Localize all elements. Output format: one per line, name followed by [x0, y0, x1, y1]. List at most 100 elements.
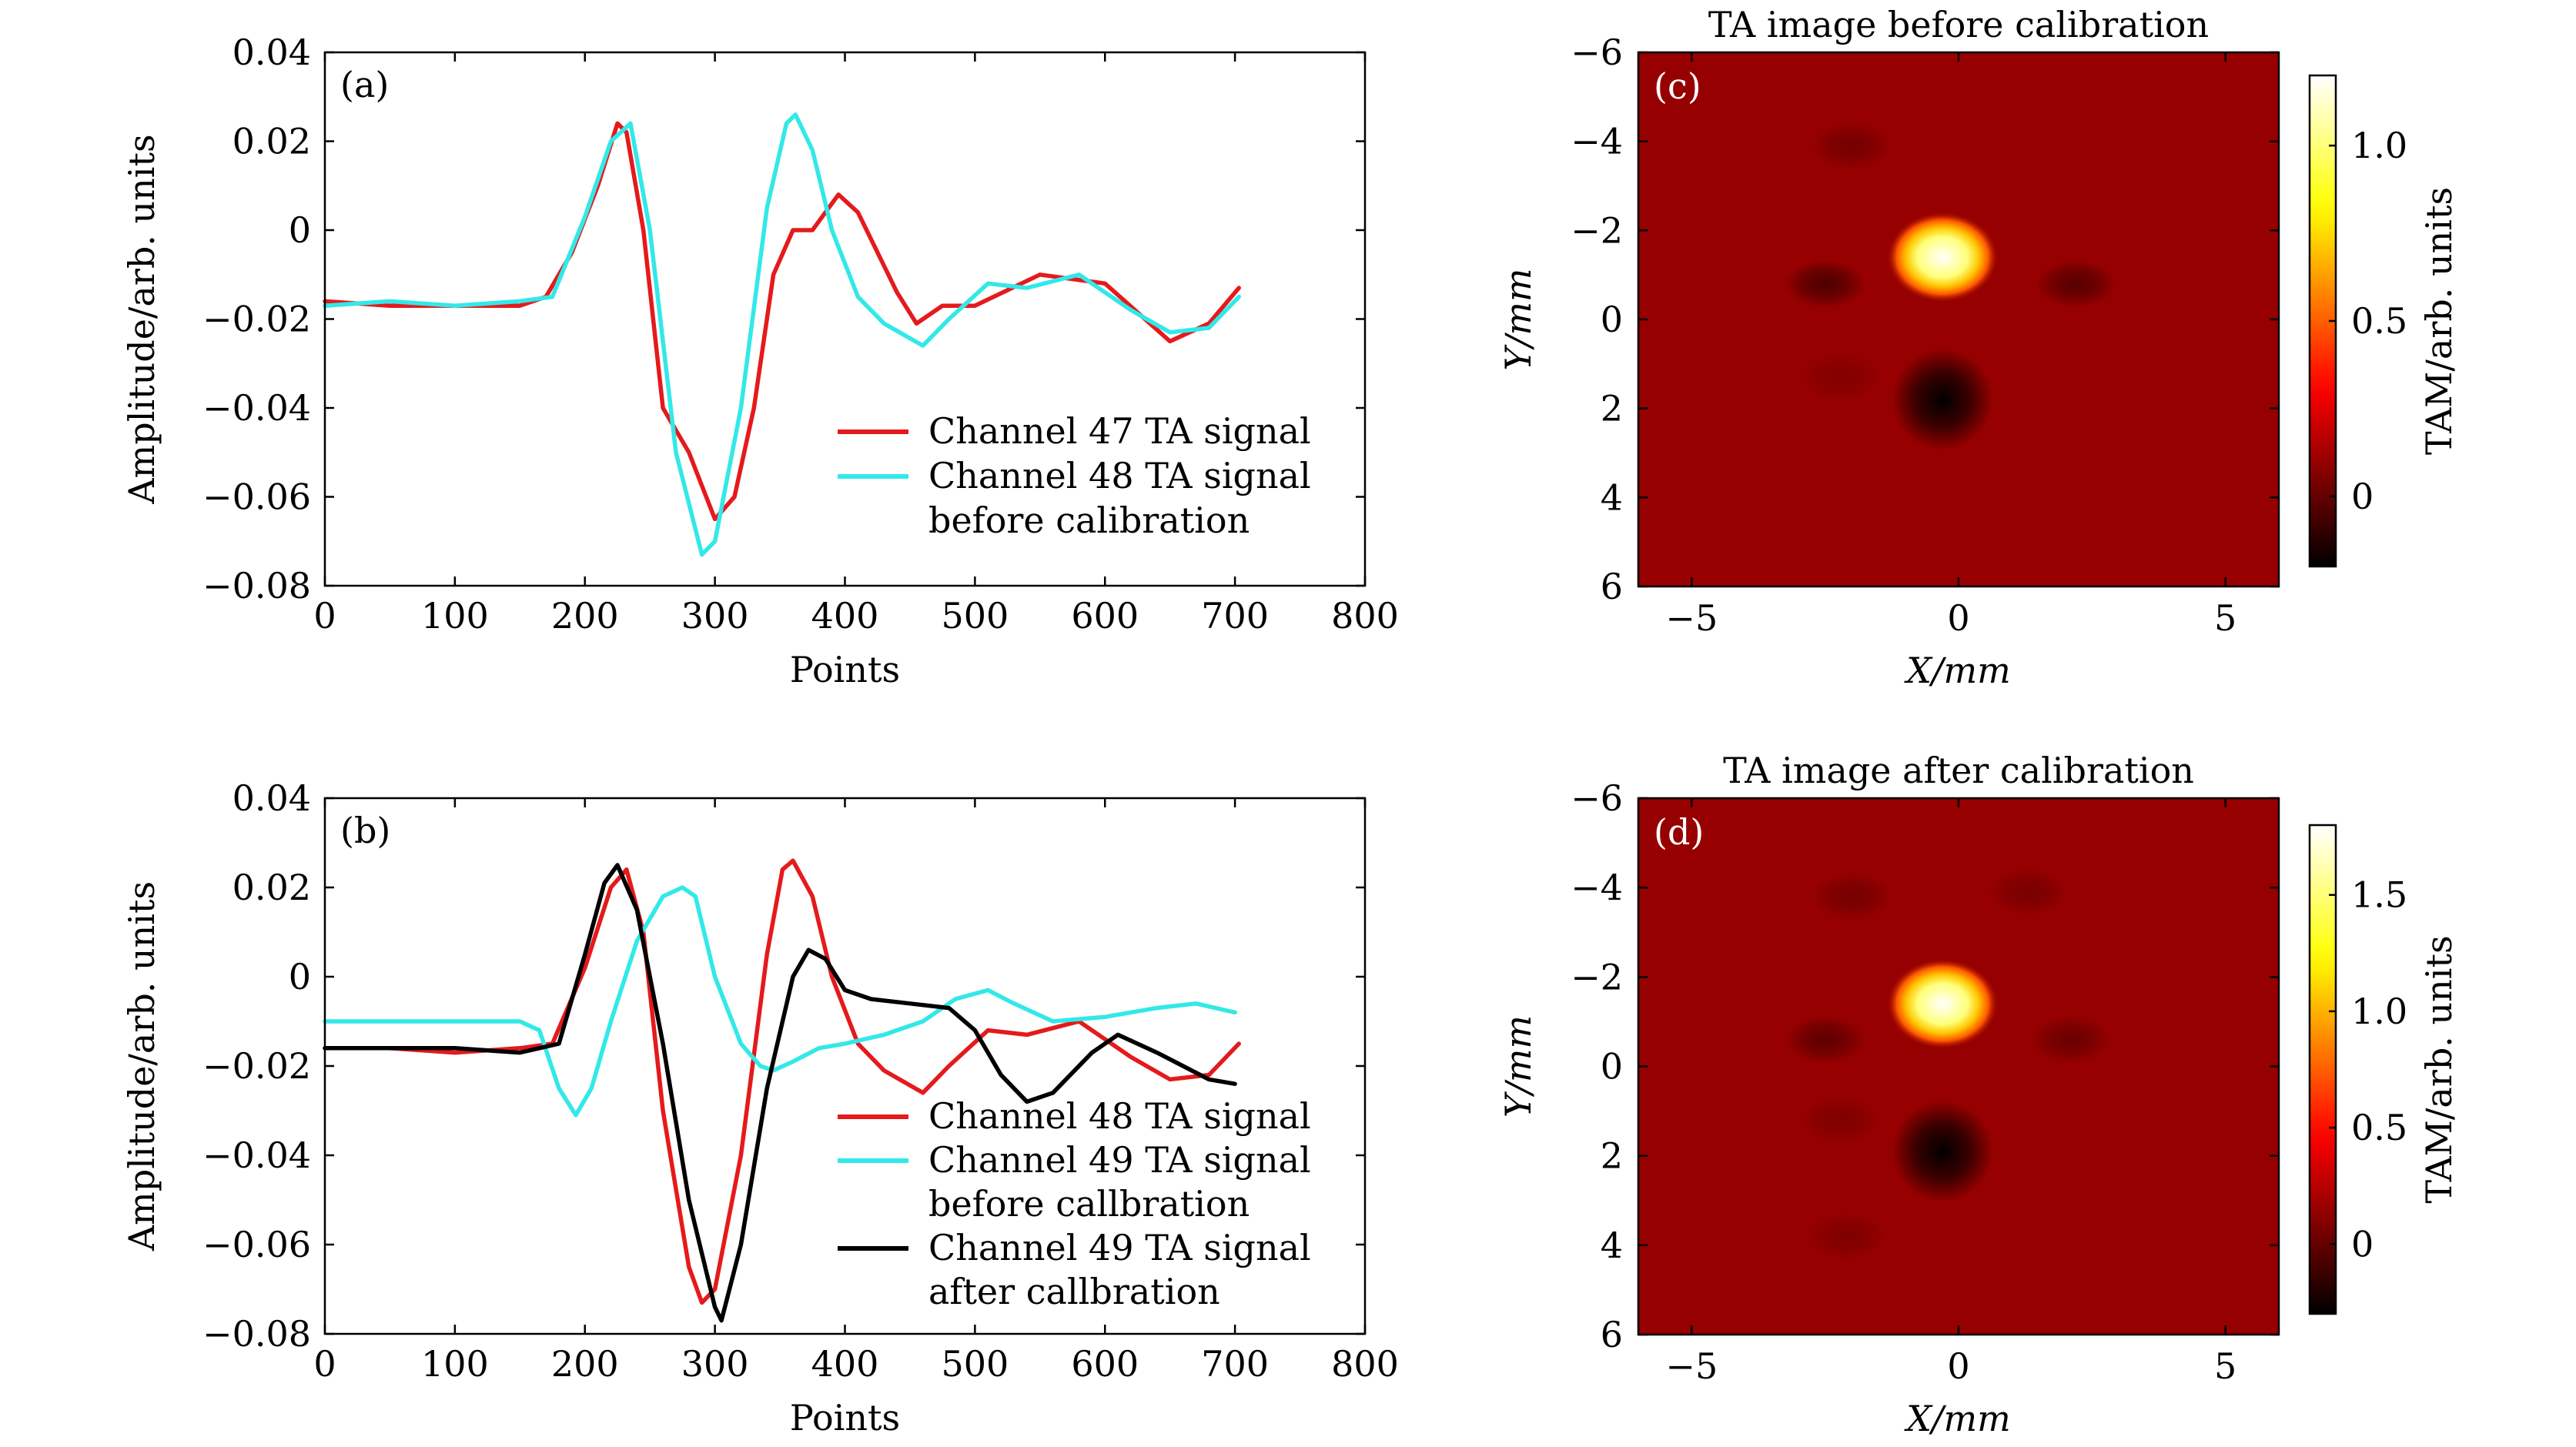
map-title: TA image before calibration: [1708, 4, 2209, 45]
x-tick-label: 0: [1947, 597, 1969, 639]
x-tick-label: 600: [1071, 1343, 1139, 1385]
legend-entry-3-line2: after callbration: [928, 1271, 1220, 1312]
y-tick-label: −0.02: [202, 1045, 311, 1087]
x-tick-label: 400: [811, 1343, 879, 1385]
x-tick-label: 700: [1201, 595, 1269, 637]
heatmap-blob: [1812, 872, 1892, 921]
series-line-3: [323, 863, 1237, 1323]
y-tick-label: 0: [1601, 299, 1623, 340]
heatmap-blob: [1886, 958, 1999, 1050]
y-tick-label: 2: [1601, 388, 1623, 429]
heatmap-panel-c: −5 0 5 −6 −4 −2 0 2 4 6 TA image before calibratio…: [1497, 4, 2460, 691]
x-tick-label: 200: [551, 595, 619, 637]
map-title: TA image after calibration: [1723, 750, 2194, 791]
x-tick-label: 400: [811, 595, 879, 637]
colorbar-label: TAM/arb. units: [2418, 935, 2460, 1203]
heatmap-background: [1638, 52, 2279, 586]
heatmap-blob: [1806, 1212, 1887, 1261]
y-tick-label: 0: [289, 956, 311, 998]
line-panel-b: 0 100 200 300 400 500 600 700 800 0.04 0.02 0 −0.02 −…: [121, 777, 1399, 1439]
y-axis-label: Y/mm: [1497, 1015, 1539, 1118]
heatmap-blob: [1892, 349, 1994, 450]
heatmap-background: [1638, 798, 2279, 1335]
heatmap-blob: [1812, 122, 1892, 170]
y-tick-label: 0: [289, 209, 311, 251]
heatmap-blob: [1892, 1100, 1994, 1202]
y-tick-label: 0.02: [233, 867, 311, 908]
colorbar-tick-label: 0: [2351, 1223, 2374, 1265]
colorbar-tick-label: 0.5: [2351, 1107, 2407, 1148]
colorbar-tick-label: 0.5: [2351, 300, 2407, 342]
heatmap-blob: [2036, 259, 2116, 308]
colorbar-label: TAM/arb. units: [2418, 187, 2460, 455]
y-axis-label: Amplitude/arb. units: [121, 881, 162, 1252]
x-tick-label: 5: [2214, 1345, 2236, 1387]
legend-entry-3: Channel 49 TA signal: [928, 1227, 1311, 1268]
y-axis-label: Amplitude/arb. units: [121, 134, 162, 504]
x-tick-label: 300: [681, 1343, 749, 1385]
legend-entry-2: Channel 49 TA signal: [928, 1139, 1311, 1181]
y-tick-label: −4: [1571, 867, 1623, 908]
colorbar-tick-label: 1.0: [2351, 991, 2407, 1032]
heatmap-blob: [1785, 259, 1865, 308]
colorbar: [2308, 824, 2337, 1315]
heatmap-panel-d: −5 0 5 −6 −4 −2 0 2 4 6 TA image after calibration…: [1497, 750, 2460, 1439]
panel-label: (a): [340, 64, 389, 105]
x-axis-label: Points: [790, 649, 900, 690]
legend-entry-2-line2: before callbration: [928, 1183, 1250, 1225]
x-tick-label: 600: [1071, 595, 1139, 637]
heatmap-blob: [1801, 353, 1882, 402]
series-line-2: [323, 112, 1241, 557]
x-tick-label: 300: [681, 595, 749, 637]
x-tick-label: 500: [941, 1343, 1009, 1385]
y-tick-label: −0.02: [202, 299, 311, 340]
colorbar-tick-label: 1.5: [2351, 874, 2407, 916]
y-tick-label: 0.04: [233, 32, 311, 73]
y-tick-label: 0.02: [233, 121, 311, 162]
x-tick-label: 100: [421, 1343, 489, 1385]
y-tick-label: −0.06: [202, 476, 311, 518]
x-tick-label: 100: [421, 595, 489, 637]
legend-entry-1: Channel 48 TA signal: [928, 1095, 1311, 1137]
y-tick-label: −6: [1571, 32, 1623, 73]
panel-label: (d): [1654, 811, 1704, 853]
y-tick-label: 6: [1601, 1314, 1623, 1355]
heatmap-blob: [1886, 212, 1999, 302]
y-tick-label: −0.04: [202, 1135, 311, 1176]
heatmap-blob: [1801, 1096, 1882, 1145]
y-tick-label: −0.08: [202, 565, 311, 607]
y-tick-label: 6: [1601, 566, 1623, 607]
series-line-2: [323, 885, 1237, 1118]
x-tick-label: 500: [941, 595, 1009, 637]
panel-label: (b): [340, 810, 390, 851]
y-tick-label: 0.04: [233, 777, 311, 819]
y-tick-label: −0.04: [202, 387, 311, 429]
x-axis-label: X/mm: [1904, 1398, 2010, 1439]
x-tick-label: −5: [1665, 1345, 1718, 1387]
colorbar-tick-label: 1.0: [2351, 125, 2407, 166]
x-axis-label: X/mm: [1904, 650, 2010, 691]
x-tick-label: 0: [313, 595, 336, 637]
colorbar-tick-label: 0: [2351, 476, 2374, 517]
line-panel-a: 0 100 200 300 400 500 600 700 800 0.04 0.02 0 −0.02 −…: [121, 32, 1399, 690]
x-tick-label: 0: [1947, 1345, 1969, 1387]
x-tick-label: 0: [313, 1343, 336, 1385]
x-tick-label: 800: [1331, 595, 1399, 637]
y-tick-label: 4: [1601, 1225, 1623, 1266]
y-tick-label: −2: [1571, 209, 1623, 251]
x-tick-label: 800: [1331, 1343, 1399, 1385]
x-axis-label: Points: [790, 1397, 900, 1439]
y-tick-label: 4: [1601, 476, 1623, 518]
x-tick-label: 5: [2214, 597, 2236, 639]
legend-entry-2-line2: before calibration: [928, 500, 1250, 541]
panel-label: (c): [1654, 65, 1701, 107]
heatmap-blob: [2030, 1015, 2111, 1064]
legend-entry-2: Channel 48 TA signal: [928, 455, 1311, 496]
x-tick-label: 700: [1201, 1343, 1269, 1385]
y-tick-label: −2: [1571, 956, 1623, 998]
legend-entry-1: Channel 47 TA signal: [928, 410, 1311, 452]
y-axis-label: Y/mm: [1497, 268, 1539, 370]
x-tick-label: 200: [551, 1343, 619, 1385]
y-tick-label: −6: [1571, 777, 1623, 819]
x-tick-label: −5: [1665, 597, 1718, 639]
